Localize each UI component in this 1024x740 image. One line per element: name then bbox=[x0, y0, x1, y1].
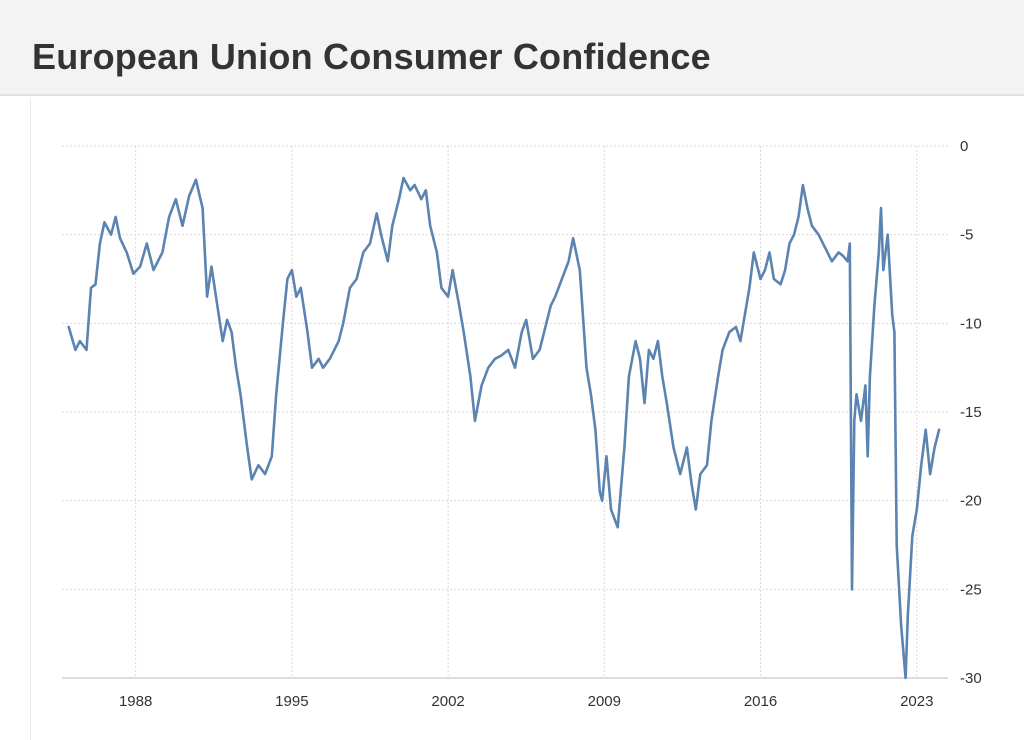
x-tick-label: 2016 bbox=[744, 693, 777, 710]
title-bar: European Union Consumer Confidence bbox=[0, 0, 1024, 96]
y-tick-label: 0 bbox=[960, 138, 968, 155]
y-tick-label: -15 bbox=[960, 404, 982, 421]
y-tick-label: -30 bbox=[960, 670, 982, 687]
y-tick-label: -25 bbox=[960, 581, 982, 598]
y-tick-label: -5 bbox=[960, 227, 973, 244]
line-chart: 0 -5 -10 -15 -20 -25 -30 1988 1995 2002 2009 2016 20… bbox=[62, 138, 982, 710]
y-tick-label: -20 bbox=[960, 493, 982, 510]
y-tick-label: -10 bbox=[960, 315, 982, 332]
x-tick-label: 2009 bbox=[588, 693, 621, 710]
series-line bbox=[67, 176, 941, 680]
x-tick-label: 1995 bbox=[275, 693, 308, 710]
series-layer bbox=[67, 176, 941, 680]
axis-labels: 0 -5 -10 -15 -20 -25 -30 1988 1995 2002 2009 2016 20… bbox=[119, 138, 982, 710]
x-tick-label: 1988 bbox=[119, 693, 152, 710]
chart-area bbox=[30, 98, 1024, 740]
x-tick-label: 2002 bbox=[431, 693, 464, 710]
grid-layer bbox=[62, 145, 948, 679]
x-tick-label: 2023 bbox=[900, 693, 933, 710]
page-title: European Union Consumer Confidence bbox=[32, 36, 711, 77]
